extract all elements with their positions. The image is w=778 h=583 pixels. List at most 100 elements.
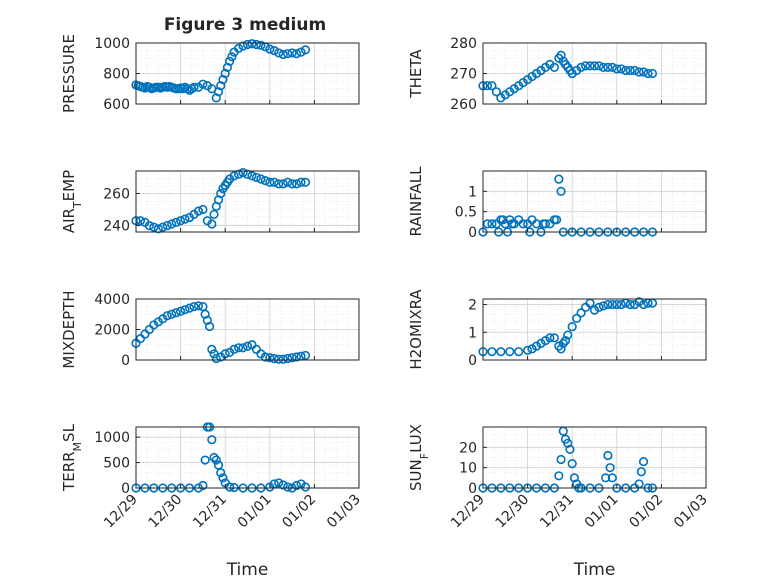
y-tick-label: 0 (121, 481, 130, 497)
y-axis-label-part: TERR (60, 451, 78, 492)
data-point (225, 482, 235, 492)
data-point (565, 444, 575, 454)
data-point (616, 299, 626, 310)
data-point (233, 169, 244, 179)
data-point (283, 49, 293, 59)
y-axis-label: H2OMIXRA (407, 289, 425, 370)
data-point (518, 219, 528, 229)
data-point (567, 459, 577, 469)
data-point (531, 219, 542, 229)
y-axis-label-subscript: F (418, 453, 431, 459)
data-point (180, 214, 190, 224)
data-point (576, 308, 586, 318)
y-tick-label: 2000 (94, 323, 130, 339)
y-axis-label: PRESSURE (60, 34, 78, 113)
data-point (167, 219, 177, 229)
data-point (572, 313, 582, 324)
data-point (594, 61, 604, 71)
data-point (567, 322, 577, 332)
y-tick-label: 280 (450, 36, 477, 52)
data-point (300, 482, 311, 492)
data-point (554, 471, 564, 481)
data-point (265, 353, 275, 363)
y-tick-label: 1000 (94, 36, 130, 52)
data-point (291, 49, 302, 59)
data-point (274, 48, 284, 58)
y-axis-label-part: SL (60, 423, 78, 442)
data-point (300, 45, 311, 55)
data-point (278, 49, 288, 60)
data-point (171, 308, 181, 318)
data-point (265, 177, 275, 187)
data-point (225, 56, 235, 66)
axes-box (482, 298, 707, 361)
y-axis-label-part: SUN (407, 459, 425, 491)
data-point (171, 217, 181, 227)
axes-box (482, 426, 707, 489)
data-point (291, 480, 302, 491)
data-point (589, 61, 600, 71)
data-point (556, 344, 566, 354)
data-point (625, 299, 635, 310)
data-point (189, 302, 199, 312)
data-point (229, 482, 239, 493)
data-point (242, 341, 253, 351)
data-point (216, 188, 226, 199)
data-point (227, 52, 237, 62)
data-point (612, 299, 622, 310)
data-point (162, 220, 172, 231)
data-point (300, 177, 311, 187)
data-point (603, 450, 613, 461)
y-tick-label: 0.5 (455, 205, 477, 221)
y-tick-label: 500 (103, 456, 130, 472)
data-point (189, 82, 199, 92)
data-point (207, 435, 217, 445)
y-tick-label: 1 (468, 184, 477, 200)
data-point (198, 204, 208, 215)
data-point (283, 177, 293, 187)
figure-title: Figure 3 medium (164, 15, 326, 35)
data-point (260, 176, 270, 186)
y-tick-label: 1000 (94, 430, 130, 446)
data-point (296, 47, 306, 57)
y-tick-label: 10 (459, 461, 477, 477)
data-point (643, 68, 653, 79)
data-point (607, 299, 617, 310)
data-point (247, 171, 257, 181)
data-point (607, 62, 617, 73)
axes-box (135, 426, 360, 489)
data-point (238, 168, 248, 178)
data-point (556, 454, 566, 465)
data-point (216, 468, 226, 478)
y-tick-label: 800 (103, 67, 130, 83)
y-axis-label: TERRMSL (60, 423, 84, 492)
data-point (162, 311, 172, 321)
y-tick-label: 600 (103, 97, 130, 113)
data-point (496, 347, 506, 357)
data-point (560, 335, 571, 346)
data-point (487, 347, 497, 357)
data-point (491, 87, 501, 97)
data-point (251, 39, 262, 50)
data-point (580, 61, 591, 71)
data-point (296, 177, 306, 187)
data-point (211, 353, 221, 364)
data-point (540, 219, 551, 229)
data-point (601, 473, 611, 483)
data-point (269, 177, 279, 187)
data-point (605, 463, 615, 473)
y-tick-label: 0 (468, 481, 477, 497)
data-point (278, 179, 288, 189)
data-point (598, 301, 609, 311)
data-point (238, 343, 248, 353)
y-tick-label: 4000 (94, 292, 130, 308)
data-point (207, 219, 217, 229)
data-point (625, 65, 635, 76)
data-point (193, 301, 204, 311)
y-axis-label-part: EMP (60, 170, 78, 201)
y-axis-label-subscript: T (71, 201, 84, 209)
data-point (269, 46, 279, 56)
data-point (291, 352, 302, 362)
